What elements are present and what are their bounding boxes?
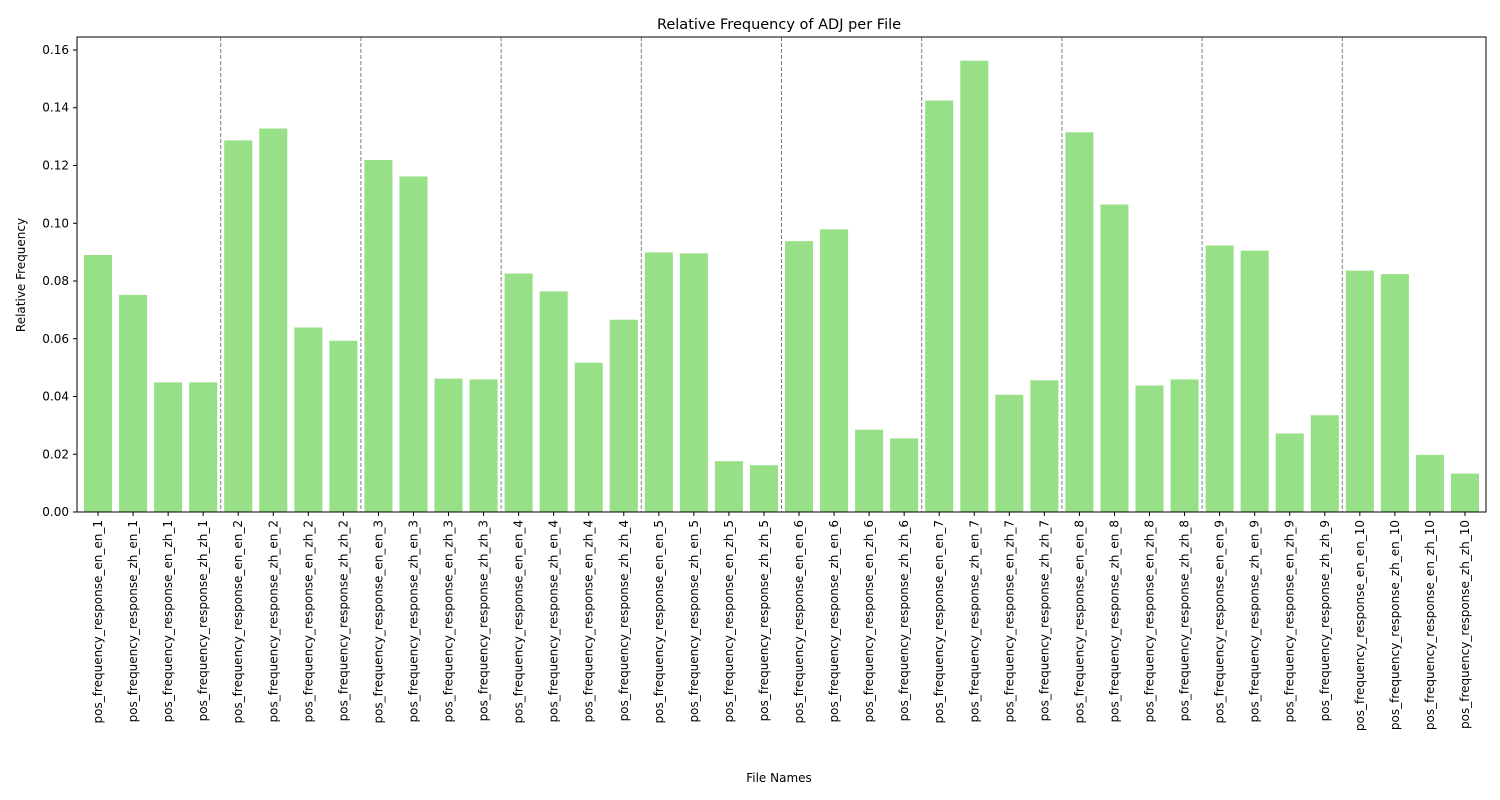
bar-pos_frequency_response_en_en_8	[1065, 132, 1094, 513]
x-tick-label: pos_frequency_response_en_zh_2	[301, 520, 315, 722]
bar-pos_frequency_response_zh_en_8	[1100, 204, 1129, 513]
bar-pos_frequency_response_en_en_2	[224, 140, 253, 512]
x-tick-label: pos_frequency_response_zh_zh_3	[477, 520, 491, 721]
bar-pos_frequency_response_en_zh_2	[294, 327, 323, 512]
y-tick-label: 0.08	[42, 274, 69, 288]
bar-pos_frequency_response_zh_zh_5	[749, 465, 778, 512]
bars-group	[84, 60, 1479, 513]
chart-title: Relative Frequency of ADJ per File	[657, 17, 901, 33]
x-tick-label: pos_frequency_response_zh_en_3	[406, 520, 420, 722]
bar-pos_frequency_response_zh_en_1	[119, 294, 148, 512]
x-tick-label: pos_frequency_response_en_zh_1	[161, 520, 175, 722]
bar-pos_frequency_response_zh_zh_4	[609, 319, 638, 512]
x-tick-label: pos_frequency_response_en_en_9	[1213, 520, 1227, 724]
x-tick-label: pos_frequency_response_en_en_6	[792, 520, 806, 724]
y-tick-label: 0.14	[42, 101, 69, 115]
x-tick-label: pos_frequency_response_zh_en_4	[547, 520, 561, 722]
bar-pos_frequency_response_zh_zh_10	[1450, 473, 1479, 512]
x-tick-label: pos_frequency_response_zh_zh_2	[336, 520, 350, 721]
x-tick-label: pos_frequency_response_zh_en_1	[126, 520, 140, 722]
bar-pos_frequency_response_en_en_4	[504, 273, 533, 512]
x-tick-label: pos_frequency_response_en_zh_8	[1143, 520, 1157, 722]
bar-pos_frequency_response_en_zh_5	[714, 461, 743, 512]
bar-pos_frequency_response_en_en_5	[644, 252, 673, 512]
bar-pos_frequency_response_en_en_6	[785, 241, 814, 512]
x-tick-label: pos_frequency_response_zh_zh_1	[196, 520, 210, 721]
bar-pos_frequency_response_en_zh_6	[855, 429, 884, 512]
x-tick-label: pos_frequency_response_en_zh_10	[1423, 520, 1437, 730]
x-tick-label: pos_frequency_response_en_zh_6	[862, 520, 876, 722]
x-axis: pos_frequency_response_en_en_1 pos_freque…	[91, 512, 1472, 731]
bar-pos_frequency_response_en_en_1	[84, 255, 113, 512]
bar-pos_frequency_response_en_zh_9	[1275, 433, 1304, 512]
x-tick-label: pos_frequency_response_en_zh_3	[442, 520, 456, 722]
bar-pos_frequency_response_zh_en_6	[820, 229, 849, 512]
x-tick-label: pos_frequency_response_zh_zh_7	[1037, 520, 1051, 721]
x-tick-label: pos_frequency_response_zh_zh_5	[757, 520, 771, 721]
x-tick-label: pos_frequency_response_zh_zh_10	[1458, 520, 1472, 729]
y-axis-label: Relative Frequency	[14, 218, 28, 332]
x-tick-label: pos_frequency_response_zh_zh_6	[897, 520, 911, 721]
x-tick-label: pos_frequency_response_en_en_4	[512, 520, 526, 724]
y-axis: 0.00 0.02 0.04 0.06 0.08 0.10 0.12 0.14 0.16	[42, 43, 77, 519]
y-tick-label: 0.16	[42, 43, 69, 57]
bar-pos_frequency_response_zh_zh_2	[329, 340, 358, 512]
x-tick-label: pos_frequency_response_zh_en_5	[687, 520, 701, 722]
bar-pos_frequency_response_zh_zh_1	[189, 382, 218, 512]
bar-pos_frequency_response_zh_en_5	[679, 253, 708, 512]
x-tick-label: pos_frequency_response_en_en_10	[1353, 520, 1367, 731]
y-tick-label: 0.04	[42, 390, 69, 404]
bar-pos_frequency_response_zh_en_10	[1380, 274, 1409, 512]
bar-pos_frequency_response_en_en_7	[925, 100, 954, 512]
bar-pos_frequency_response_zh_en_9	[1240, 250, 1269, 512]
bar-pos_frequency_response_en_zh_10	[1415, 454, 1444, 512]
bar-pos_frequency_response_zh_en_3	[399, 176, 428, 512]
x-axis-label: File Names	[746, 771, 812, 785]
bar-pos_frequency_response_en_zh_8	[1135, 385, 1164, 512]
x-tick-label: pos_frequency_response_zh_en_10	[1388, 520, 1402, 730]
x-tick-label: pos_frequency_response_zh_en_8	[1107, 520, 1121, 722]
x-tick-label: pos_frequency_response_zh_zh_4	[617, 520, 631, 721]
bar-pos_frequency_response_en_zh_7	[995, 394, 1024, 512]
plot-frame	[76, 36, 1487, 513]
bar-pos_frequency_response_en_en_3	[364, 160, 393, 512]
x-tick-label: pos_frequency_response_en_en_2	[231, 520, 245, 724]
bar-pos_frequency_response_en_en_10	[1345, 270, 1374, 512]
bar-pos_frequency_response_zh_zh_3	[469, 379, 498, 512]
x-tick-label: pos_frequency_response_en_en_3	[371, 520, 385, 724]
bar-pos_frequency_response_zh_en_4	[539, 291, 568, 512]
x-tick-label: pos_frequency_response_zh_zh_8	[1178, 520, 1192, 721]
y-tick-label: 0.02	[42, 447, 69, 461]
bar-pos_frequency_response_zh_en_2	[259, 128, 288, 512]
y-tick-label: 0.12	[42, 159, 69, 173]
bar-pos_frequency_response_zh_zh_6	[890, 438, 919, 512]
y-tick-label: 0.06	[42, 332, 69, 346]
x-tick-label: pos_frequency_response_en_zh_9	[1283, 520, 1297, 722]
x-tick-label: pos_frequency_response_en_zh_5	[722, 520, 736, 722]
bar-pos_frequency_response_en_zh_1	[154, 382, 183, 512]
x-tick-label: pos_frequency_response_en_zh_7	[1002, 520, 1016, 722]
y-tick-label: 0.10	[42, 216, 69, 230]
bar-pos_frequency_response_en_zh_4	[574, 362, 603, 512]
bar-pos_frequency_response_zh_zh_9	[1310, 415, 1339, 512]
x-tick-label: pos_frequency_response_zh_en_2	[266, 520, 280, 722]
bar-pos_frequency_response_zh_en_7	[960, 60, 989, 513]
bar-pos_frequency_response_en_zh_3	[434, 378, 463, 512]
group-separators	[220, 37, 1343, 512]
bar-pos_frequency_response_en_en_9	[1205, 245, 1234, 513]
x-tick-label: pos_frequency_response_en_en_5	[652, 520, 666, 724]
x-tick-label: pos_frequency_response_en_en_8	[1072, 520, 1086, 724]
y-tick-label: 0.00	[42, 505, 69, 519]
x-tick-label: pos_frequency_response_zh_en_6	[827, 520, 841, 722]
x-tick-label: pos_frequency_response_en_zh_4	[582, 520, 596, 722]
x-tick-label: pos_frequency_response_en_en_1	[91, 520, 105, 724]
x-tick-label: pos_frequency_response_zh_zh_9	[1318, 520, 1332, 721]
bar-pos_frequency_response_zh_zh_8	[1170, 379, 1199, 512]
x-tick-label: pos_frequency_response_zh_en_9	[1248, 520, 1262, 722]
x-tick-label: pos_frequency_response_en_en_7	[932, 520, 946, 724]
x-tick-label: pos_frequency_response_zh_en_7	[967, 520, 981, 722]
bar-pos_frequency_response_zh_zh_7	[1030, 380, 1059, 512]
